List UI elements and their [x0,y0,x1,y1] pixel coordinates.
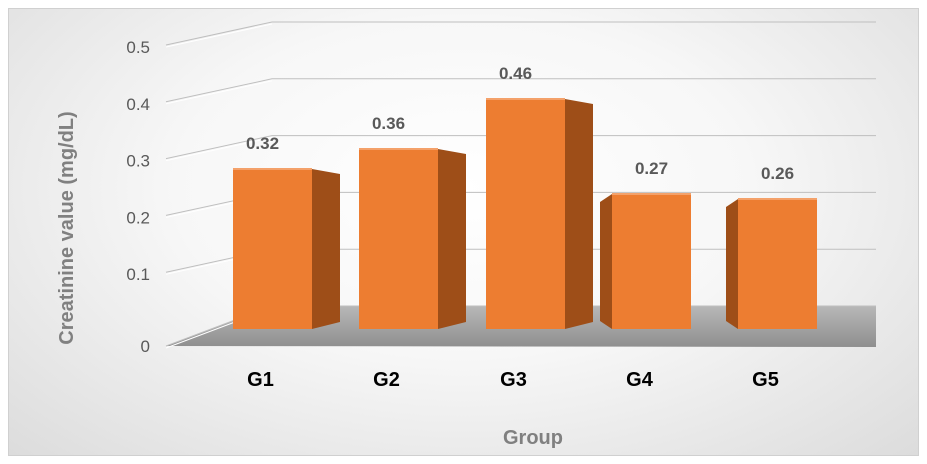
gridline [165,21,876,46]
bar-front [738,199,817,329]
bar-side [312,169,340,329]
x-tick-label: G5 [752,369,779,391]
data-label: 0.46 [499,64,532,83]
data-label: 0.36 [372,114,405,133]
y-tick-label: 0.1 [126,265,150,284]
y-tick-label: 0.3 [126,152,150,171]
y-tick-label: 0.5 [126,38,150,57]
x-axis-title: Group [503,427,563,449]
gridline [165,135,876,160]
data-label: 0.26 [761,164,794,183]
bar-front [233,169,312,329]
gridline-highlight [165,80,273,105]
bar-side [600,194,612,329]
bar-g1 [233,168,340,329]
bar-front [486,99,565,329]
bar-g3 [486,98,593,329]
x-tick-label: G2 [373,369,400,391]
labels: 0 0.1 0.2 0.3 0.4 0.5 0.32 G1 0.36 G2 0.46 G3 0.27 G4… [126,38,794,391]
bar-front [359,149,438,329]
bar-side [438,149,466,329]
y-tick-label: 0.4 [126,95,150,114]
gridline-highlight [165,137,273,162]
x-tick-label: G1 [247,369,274,391]
bars [233,98,817,329]
gridline [165,78,876,103]
data-label: 0.27 [635,159,668,178]
bar-g5 [726,198,817,329]
bar-side [726,199,738,329]
y-tick-label: 0.2 [126,208,150,227]
x-tick-label: G4 [626,369,654,391]
y-axis-title: Creatinine value (mg/dL) [56,111,78,344]
bar-front [612,194,691,329]
data-label: 0.32 [246,134,279,153]
x-tick-label: G3 [500,369,527,391]
bar-side [565,99,593,329]
bar-g4 [600,193,691,329]
gridline-highlight [165,23,273,48]
bar-g2 [359,148,466,329]
y-tick-label: 0 [141,337,150,356]
